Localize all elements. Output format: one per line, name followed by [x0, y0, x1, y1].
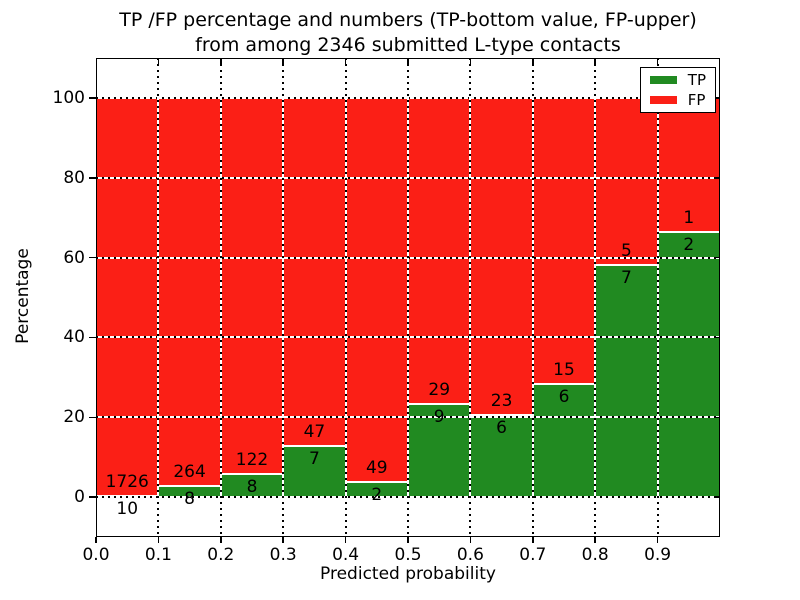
v-gridline: [407, 58, 409, 537]
x-tick-mark: [220, 537, 222, 543]
fp-count-label: 264: [173, 462, 206, 483]
fp-legend-label: FP: [687, 91, 706, 109]
tp-count-label: 10: [116, 498, 139, 519]
x-tick-label: 0.8: [581, 545, 609, 565]
chart-title-line2: from among 2346 submitted L-type contact…: [195, 34, 621, 56]
top-tick-mark: [656, 58, 659, 64]
x-tick-mark: [532, 537, 534, 543]
y-tick-label: 60: [63, 247, 85, 268]
fp-count-label: 49: [365, 458, 388, 479]
top-tick-mark: [282, 58, 284, 64]
bar-annotations-layer: 1726 10 264 8 122 8 47 7 49 2 29 9 23 6 15 6 5 7 1 2: [96, 58, 720, 537]
y-tick-mark: [89, 336, 96, 339]
grid-layer: [96, 58, 720, 537]
plot-area: 1726 10 264 8 122 8 47 7 49 2 29 9 23 6 15 6 5 7 1 2 TP FP: [96, 58, 720, 537]
y-tick-mark: [89, 416, 96, 418]
y-tick-mark: [89, 496, 96, 498]
right-tick-mark: [714, 177, 720, 179]
y-tick-mark: [89, 256, 96, 259]
tp-count-label: 9: [433, 406, 445, 427]
tp-count-label: 7: [620, 268, 632, 289]
y-tick-label: 80: [63, 167, 85, 188]
tp-count-label: 2: [683, 234, 695, 255]
y-tick-label: 40: [63, 327, 85, 348]
legend-item-fp: FP: [649, 91, 706, 109]
tp-count-label: 7: [308, 449, 320, 470]
v-gridline: [344, 58, 347, 537]
fp-count-label: 122: [235, 449, 269, 470]
tp-bar: [532, 383, 596, 498]
v-gridline: [531, 58, 534, 537]
right-tick-mark: [714, 416, 720, 418]
fp-count-label: 1: [683, 207, 695, 228]
y-axis-label: Percentage: [13, 248, 33, 344]
top-tick-mark: [220, 58, 222, 64]
v-gridline: [282, 58, 285, 537]
legend-item-tp: TP: [649, 71, 706, 89]
tp-count-label: 2: [371, 485, 383, 506]
chart-title: TP /FP percentage and numbers (TP-bottom…: [96, 8, 720, 58]
fp-count-label: 15: [553, 360, 575, 381]
tp-count-label: 8: [184, 489, 195, 510]
x-tick-label: 0.0: [82, 545, 110, 565]
x-tick-mark: [344, 537, 347, 543]
v-gridline: [219, 58, 222, 537]
v-gridline: [656, 58, 659, 537]
x-tick-label: 0.7: [519, 545, 547, 565]
right-tick-mark: [714, 496, 720, 498]
tp-count-label: 6: [496, 418, 507, 439]
fp-count-label: 29: [428, 379, 451, 400]
top-tick-mark: [344, 58, 347, 64]
inner-ticks-layer: [96, 58, 720, 537]
v-gridline: [469, 58, 472, 537]
y-tick-label: 0: [74, 487, 85, 508]
x-tick-mark: [469, 537, 472, 543]
x-tick-label: 0.6: [456, 545, 484, 565]
fp-bar: [220, 97, 284, 498]
v-gridline: [594, 58, 597, 537]
x-axis-label: Predicted probability: [320, 564, 496, 584]
tp-count-label: 8: [246, 476, 258, 497]
tp-legend-swatch: [649, 76, 677, 84]
y-tick-mark: [89, 97, 96, 99]
fp-count-label: 47: [303, 422, 326, 443]
fp-count-label: 5: [620, 241, 632, 262]
top-tick-mark: [532, 58, 534, 64]
x-tick-mark: [656, 537, 659, 543]
y-tick-label: 20: [63, 407, 85, 428]
x-tick-label: 0.5: [394, 545, 422, 565]
chart-title-line1: TP /FP percentage and numbers (TP-bottom…: [119, 9, 697, 31]
x-tick-mark: [282, 537, 284, 543]
top-tick-mark: [469, 58, 472, 64]
right-tick-mark: [714, 336, 720, 339]
x-tick-label: 0.1: [144, 545, 172, 565]
x-tick-mark: [95, 537, 97, 543]
v-gridline: [157, 58, 160, 537]
right-tick-mark: [714, 97, 720, 99]
bars-layer: [96, 58, 720, 537]
x-tick-label: 0.4: [332, 545, 360, 565]
x-tick-label: 0.3: [269, 545, 297, 565]
x-tick-mark: [157, 537, 160, 543]
top-tick-mark: [157, 58, 160, 64]
tp-legend-label: TP: [687, 71, 706, 89]
x-tick-label: 0.9: [644, 545, 672, 565]
top-tick-mark: [407, 58, 409, 64]
legend: TP FP: [639, 67, 716, 113]
fp-legend-swatch: [649, 96, 677, 104]
x-tick-mark: [594, 537, 596, 543]
tp-count-label: 6: [558, 387, 570, 408]
x-tick-label: 0.2: [207, 545, 235, 565]
fp-count-label: 1726: [105, 471, 149, 492]
x-tick-mark: [407, 537, 409, 543]
right-tick-mark: [714, 256, 720, 259]
top-tick-mark: [594, 58, 596, 64]
y-tick-label: 100: [52, 87, 85, 108]
y-tick-mark: [89, 177, 96, 179]
fp-count-label: 23: [490, 391, 513, 412]
